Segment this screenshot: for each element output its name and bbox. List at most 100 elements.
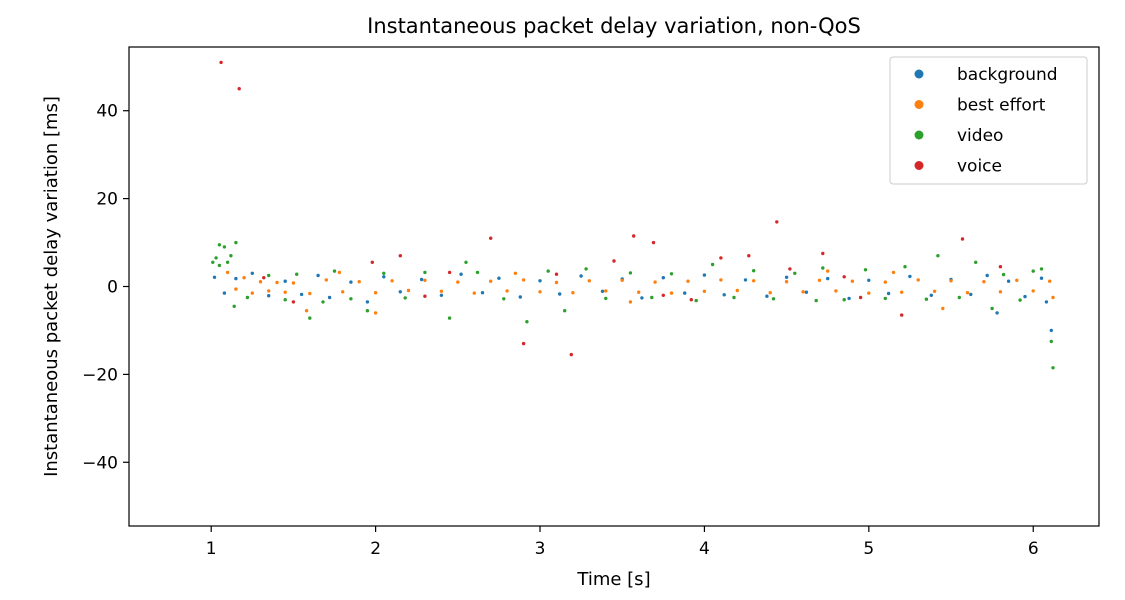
data-point <box>365 309 370 313</box>
data-point <box>863 268 868 272</box>
data-point <box>949 279 953 283</box>
data-point <box>867 278 871 282</box>
data-point <box>719 256 723 260</box>
data-point <box>283 279 287 283</box>
data-point <box>936 254 940 258</box>
data-point <box>694 298 698 303</box>
data-point <box>1031 269 1035 273</box>
data-point <box>370 260 374 264</box>
data-point <box>447 316 452 320</box>
x-tick-label: 3 <box>535 539 546 559</box>
x-axis-label: Time [s] <box>576 569 650 590</box>
data-point <box>521 341 526 346</box>
data-point <box>505 289 509 293</box>
data-point <box>900 290 904 294</box>
data-point <box>793 271 797 275</box>
data-point <box>651 240 656 245</box>
data-point <box>579 274 583 278</box>
data-point <box>661 276 665 280</box>
data-point <box>275 280 279 285</box>
data-point <box>373 291 378 295</box>
data-point <box>382 271 386 275</box>
data-point <box>653 280 657 284</box>
data-point <box>612 259 616 263</box>
y-tick-label: 20 <box>96 190 118 210</box>
data-point <box>267 273 271 278</box>
data-point <box>771 297 776 301</box>
data-point <box>304 309 309 313</box>
data-point <box>850 279 855 283</box>
y-axis-label: Instantaneous packet delay variation [ms… <box>41 96 62 477</box>
data-point <box>219 60 223 65</box>
data-point <box>464 260 468 264</box>
data-point <box>842 275 846 279</box>
data-point <box>1018 298 1022 302</box>
data-point <box>234 287 238 291</box>
data-point <box>217 243 222 247</box>
data-point <box>234 276 238 281</box>
data-point <box>439 289 444 293</box>
data-point <box>447 270 452 275</box>
series-video <box>211 240 1055 370</box>
data-point <box>1048 279 1052 283</box>
data-point <box>1039 276 1044 280</box>
data-point <box>321 300 325 304</box>
data-point <box>398 290 402 294</box>
data-point <box>719 278 723 282</box>
data-point <box>903 265 907 269</box>
data-point <box>337 270 342 275</box>
data-point <box>929 293 933 297</box>
legend-item: best effort <box>914 96 1046 116</box>
legend-item: voice <box>914 157 1002 177</box>
legend-label: background <box>957 65 1058 85</box>
data-point <box>834 289 838 293</box>
data-point <box>637 290 641 294</box>
data-point <box>283 290 287 294</box>
data-point <box>821 251 825 256</box>
data-point <box>640 296 644 300</box>
data-point <box>212 275 217 279</box>
data-point <box>628 271 633 275</box>
data-point <box>747 254 751 258</box>
data-point <box>332 269 337 273</box>
data-point <box>327 295 332 300</box>
data-point <box>316 273 320 278</box>
data-point <box>365 300 370 304</box>
data-point <box>752 279 756 283</box>
data-point <box>299 292 304 297</box>
data-point <box>632 234 636 238</box>
data-point <box>546 269 550 273</box>
x-axis-ticks: 1 2 3 4 5 6 <box>206 526 1039 559</box>
data-point <box>489 236 493 240</box>
data-point <box>702 289 707 293</box>
x-tick-label: 4 <box>699 539 710 559</box>
data-point <box>826 269 830 273</box>
data-point <box>513 271 518 275</box>
data-point <box>222 245 227 249</box>
data-point <box>732 295 736 300</box>
legend-item: video <box>914 126 1003 146</box>
data-point <box>587 279 591 283</box>
data-point <box>341 290 345 294</box>
data-point <box>995 311 999 315</box>
data-point <box>229 254 233 258</box>
y-tick-label: −40 <box>82 453 118 473</box>
data-point <box>985 273 989 278</box>
legend-label: best effort <box>957 96 1046 116</box>
data-point <box>250 271 254 275</box>
data-point <box>900 313 904 317</box>
data-point <box>908 274 912 279</box>
data-point <box>258 280 263 284</box>
data-point <box>398 254 402 258</box>
data-point <box>480 291 485 295</box>
data-point <box>982 280 986 284</box>
data-point <box>1049 328 1054 333</box>
data-point <box>308 291 312 296</box>
data-point <box>743 278 748 282</box>
data-point <box>886 291 891 296</box>
legend-marker <box>914 130 924 140</box>
data-point <box>295 272 299 276</box>
data-point <box>1049 339 1054 344</box>
data-point <box>867 291 871 295</box>
